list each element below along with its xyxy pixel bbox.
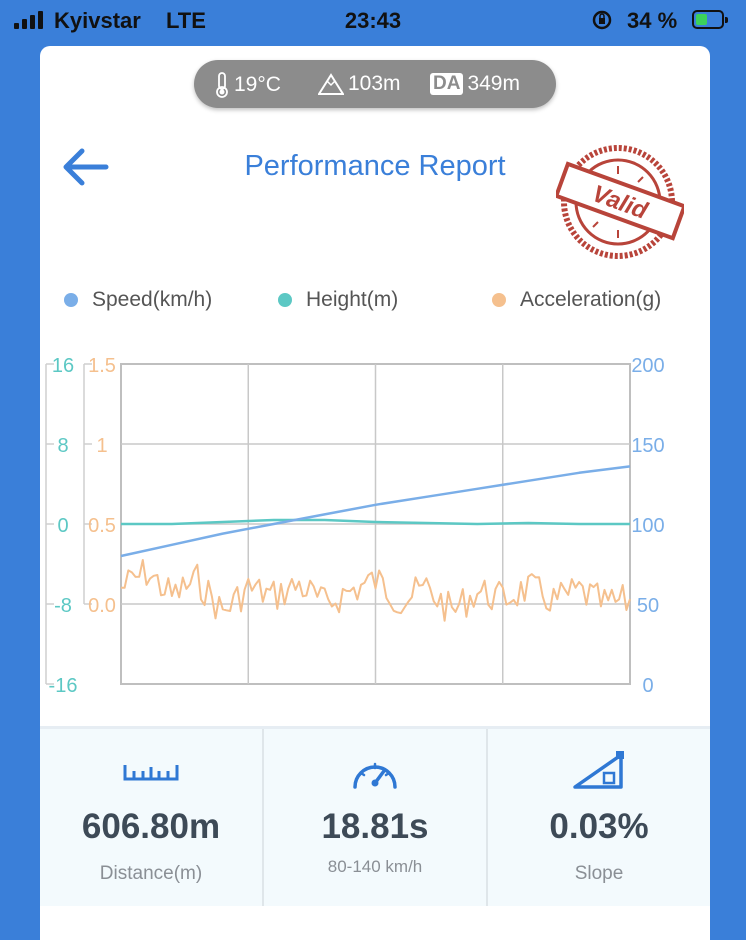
battery-icon xyxy=(692,10,728,29)
legend-speed: Speed(km/h) xyxy=(64,288,212,312)
altitude-value: 103m xyxy=(348,72,401,95)
distance-value: 606.80m xyxy=(81,807,221,846)
time-range-label: 80-140 km/h xyxy=(327,857,423,876)
slope-label: Slope xyxy=(574,863,624,884)
legend-acceleration-label: Acceleration(g) xyxy=(520,288,662,311)
thermometer-icon xyxy=(216,72,228,98)
speedometer-icon xyxy=(264,755,486,793)
legend-height: Height(m) xyxy=(278,288,398,312)
acceleration-series-line xyxy=(120,559,631,622)
stats-panel: 606.80m Distance(m) 18.81s 80-140 km/h xyxy=(40,726,710,906)
orientation-lock-icon xyxy=(592,10,612,30)
speed-tick-label: 150 xyxy=(631,435,664,457)
back-arrow-icon[interactable] xyxy=(58,143,114,191)
da-badge: DA xyxy=(430,73,464,95)
status-time: 23:43 xyxy=(344,8,402,33)
legend-height-dot xyxy=(278,293,292,307)
temperature-item: 19°C xyxy=(214,72,281,98)
time-value: 18.81s xyxy=(321,807,429,846)
ruler-icon xyxy=(40,755,262,793)
report-card: 19°C 103m DA 349m Performance Report xyxy=(40,46,710,940)
height-tick-label: 8 xyxy=(57,435,68,457)
speed-series-line xyxy=(120,465,631,558)
height-tick-label: -8 xyxy=(54,595,72,617)
acceleration-tick-label: 0.0 xyxy=(88,595,116,617)
acceleration-tick-label: 1 xyxy=(96,435,107,457)
density-altitude-value: 349m xyxy=(467,72,520,95)
slope-value: 0.03% xyxy=(549,807,649,846)
slope-icon xyxy=(488,751,710,793)
height-tick-label: -16 xyxy=(49,675,78,696)
status-bar: Kyivstar LTE 23:43 34 % xyxy=(0,0,746,42)
weather-pill: 19°C 103m DA 349m xyxy=(194,60,556,108)
legend-acceleration-dot xyxy=(492,293,506,307)
chart-series xyxy=(120,465,631,622)
altitude-item: 103m xyxy=(318,72,401,96)
height-tick-label: 0 xyxy=(57,515,68,537)
performance-chart: 16 8 0 -8 -16 1.5 1 0.5 0.0 200 150 100 50 0 xyxy=(45,355,665,696)
battery-percent: 34 % xyxy=(627,8,678,33)
height-tick-label: 16 xyxy=(52,355,74,377)
stat-slope: 0.03% Slope xyxy=(488,729,710,906)
temperature-value: 19°C xyxy=(234,73,281,96)
network-type: LTE xyxy=(166,8,206,33)
acceleration-tick-label: 1.5 xyxy=(88,355,116,377)
signal-icon xyxy=(14,11,43,29)
stat-time: 18.81s 80-140 km/h xyxy=(264,729,488,906)
left-axis-lines xyxy=(45,363,92,685)
legend-speed-label: Speed(km/h) xyxy=(92,288,213,311)
speed-tick-label: 0 xyxy=(642,675,653,696)
density-altitude-item: DA 349m xyxy=(430,72,520,96)
stat-distance: 606.80m Distance(m) xyxy=(40,729,264,906)
axis-tick-labels: 16 8 0 -8 -16 1.5 1 0.5 0.0 200 150 100 50 0 xyxy=(49,355,665,696)
legend-acceleration: Acceleration(g) xyxy=(492,288,661,312)
speed-tick-label: 200 xyxy=(631,355,664,377)
mountain-icon xyxy=(318,73,344,95)
speed-tick-label: 100 xyxy=(631,515,664,537)
height-series-line xyxy=(121,518,630,526)
carrier-name: Kyivstar xyxy=(54,8,141,33)
distance-label: Distance(m) xyxy=(99,863,203,884)
legend-height-label: Height(m) xyxy=(306,288,399,311)
speed-tick-label: 50 xyxy=(637,595,659,617)
acceleration-tick-label: 0.5 xyxy=(88,515,116,537)
legend-speed-dot xyxy=(64,293,78,307)
page-title: Performance Report xyxy=(244,150,506,182)
valid-stamp: Valid xyxy=(556,145,684,259)
